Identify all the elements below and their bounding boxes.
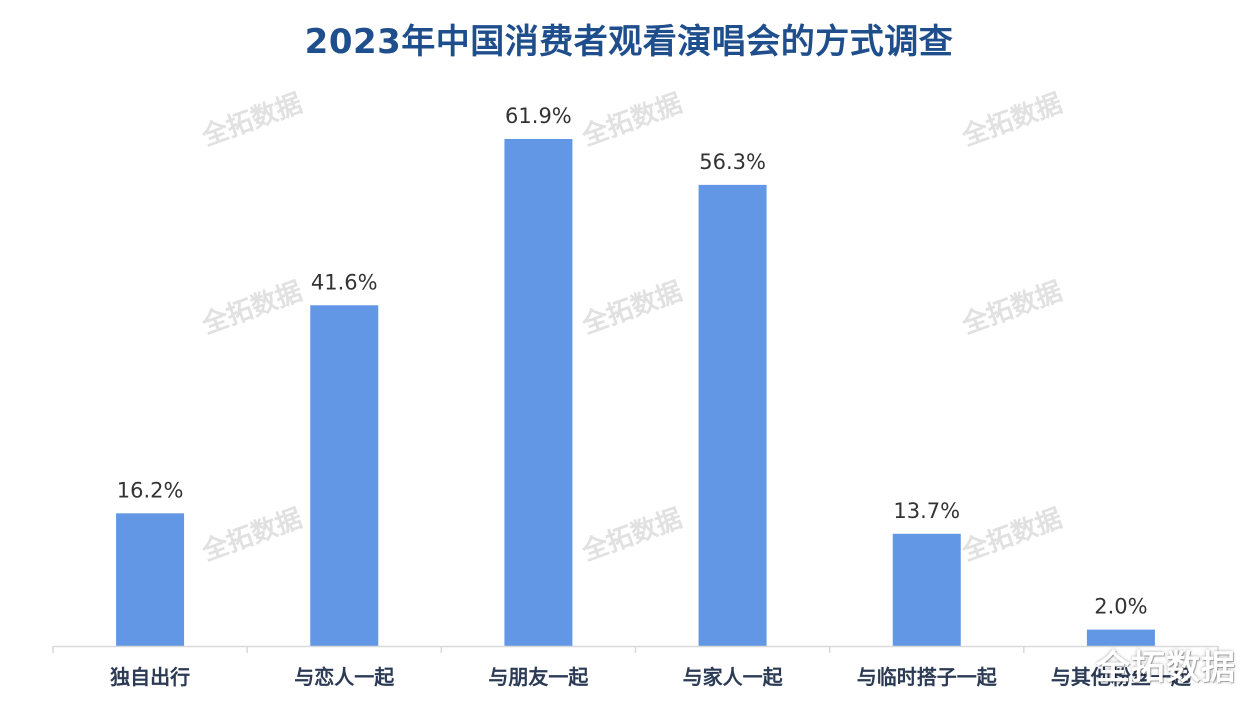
watermark-text: 全拓数据 (577, 276, 686, 341)
value-label-6: 2.0% (1094, 595, 1147, 619)
watermark-text: 全拓数据 (957, 503, 1066, 568)
watermark-text: 全拓数据 (577, 503, 686, 568)
watermark-text: 全拓数据 (197, 503, 306, 568)
bar-2 (310, 305, 379, 646)
category-label-5: 与临时搭子一起 (857, 665, 998, 689)
category-label-6: 与其他粉丝一起 (1051, 665, 1192, 689)
watermark-text: 全拓数据 (957, 276, 1066, 341)
category-labels-group: 独自出行 与恋人一起 与朋友一起 与家人一起 与临时搭子一起 与其他粉丝一起 (110, 665, 1192, 689)
watermark-text: 全拓数据 (957, 88, 1066, 153)
bar-5 (892, 533, 961, 646)
value-label-4: 56.3% (699, 150, 766, 174)
category-label-3: 与朋友一起 (488, 665, 589, 689)
bar-6 (1086, 629, 1155, 646)
watermark-text: 全拓数据 (197, 276, 306, 341)
bar-3 (504, 139, 573, 646)
brand-watermark: 全拓数据 (1096, 648, 1236, 688)
category-label-1: 独自出行 (110, 665, 190, 689)
value-label-2: 41.6% (311, 270, 378, 294)
value-label-3: 61.9% (505, 104, 572, 128)
chart-title: 2023年中国消费者观看演唱会的方式调查 (304, 22, 954, 62)
category-label-4: 与家人一起 (683, 665, 784, 689)
value-label-5: 13.7% (893, 499, 960, 523)
category-label-2: 与恋人一起 (294, 665, 395, 689)
x-axis-ticks (52, 646, 1219, 653)
bars-group (116, 139, 1155, 646)
watermark-text: 全拓数据 (577, 88, 686, 153)
bar-4 (698, 184, 767, 646)
value-labels-group: 16.2% 41.6% 61.9% 56.3% 13.7% 2.0% (117, 104, 1148, 619)
bar-1 (116, 513, 185, 646)
value-label-1: 16.2% (117, 478, 184, 502)
watermark-text: 全拓数据 (197, 88, 306, 153)
